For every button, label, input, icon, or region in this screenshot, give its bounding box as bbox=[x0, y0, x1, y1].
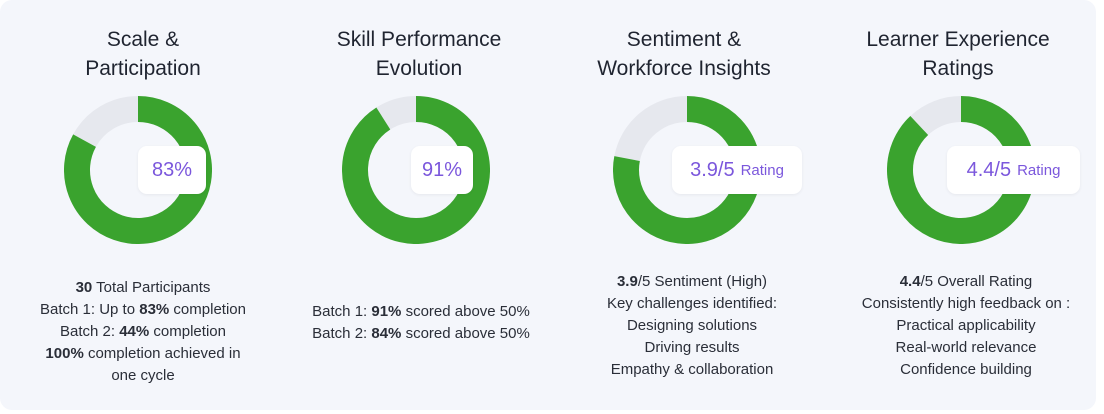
center-value-badge: 4.4/5 Rating bbox=[947, 146, 1080, 194]
center-value-badge: 83% bbox=[138, 146, 206, 194]
description-highlight: 83% bbox=[139, 301, 170, 318]
description-highlight: 30 bbox=[75, 279, 93, 296]
description-line: Empathy & collaboration bbox=[554, 359, 830, 381]
description-text: Practical applicability bbox=[896, 317, 1036, 334]
description-line: Key challenges identified: bbox=[554, 293, 830, 315]
description-text: /5 Sentiment (High) bbox=[637, 273, 768, 290]
card-skill-performance: Skill Performance Evolution 91% Batch 1:… bbox=[283, 0, 559, 410]
description-text: Batch 1: bbox=[312, 303, 372, 320]
description-text: one cycle bbox=[111, 367, 175, 384]
center-value-suffix: Rating bbox=[740, 161, 784, 179]
card-title: Scale & Participation bbox=[85, 28, 201, 80]
description-line: one cycle bbox=[5, 365, 281, 387]
donut-chart bbox=[64, 96, 212, 244]
donut-chart bbox=[342, 96, 490, 244]
donut-track-arc bbox=[376, 96, 417, 130]
description-text: Batch 2: bbox=[60, 323, 120, 340]
description-line: Batch 1: 91% scored above 50% bbox=[283, 301, 559, 323]
donut-value-arc bbox=[887, 96, 1035, 244]
description-text: Real-world relevance bbox=[895, 339, 1037, 356]
description-text: completion bbox=[149, 323, 226, 340]
description-text: Confidence building bbox=[900, 361, 1032, 378]
description-highlight: 3.9 bbox=[616, 273, 638, 290]
card-learner-experience: Learner Experience Ratings 4.4/5 Rating … bbox=[828, 0, 1104, 410]
description-text: Total Participants bbox=[92, 279, 211, 296]
description-text: Empathy & collaboration bbox=[610, 361, 774, 378]
donut-chart bbox=[613, 96, 761, 244]
description-text: completion bbox=[169, 301, 246, 318]
description-line: Batch 1: Up to 83% completion bbox=[5, 299, 281, 321]
description-text: Driving results bbox=[644, 339, 740, 356]
card-scale-participation: Scale & Participation 83% 30 Total Parti… bbox=[5, 0, 281, 410]
center-value: 91% bbox=[421, 158, 463, 181]
donut-svg bbox=[64, 96, 212, 244]
description-text: Designing solutions bbox=[626, 317, 758, 334]
description-line: Practical applicability bbox=[828, 315, 1104, 337]
description-highlight: 4.4 bbox=[899, 273, 921, 290]
center-value: 4.4/5 bbox=[966, 158, 1012, 181]
donut-svg bbox=[887, 96, 1035, 244]
description-text: scored above 50% bbox=[401, 303, 530, 320]
description-line: Driving results bbox=[554, 337, 830, 359]
card-sentiment-insights: Sentiment & Workforce Insights 3.9/5 Rat… bbox=[554, 0, 830, 410]
card-description: Batch 1: 91% scored above 50% Batch 2: 84… bbox=[283, 301, 559, 345]
description-text: /5 Overall Rating bbox=[920, 273, 1033, 290]
description-text: scored above 50% bbox=[401, 325, 530, 342]
description-line: Consistently high feedback on : bbox=[828, 293, 1104, 315]
description-line: Real-world relevance bbox=[828, 337, 1104, 359]
description-text: Consistently high feedback on : bbox=[861, 295, 1071, 312]
description-highlight: 91% bbox=[371, 303, 402, 320]
description-line: Designing solutions bbox=[554, 315, 830, 337]
description-text: Batch 1: Up to bbox=[40, 301, 140, 318]
card-description: 30 Total Participants Batch 1: Up to 83% … bbox=[5, 277, 281, 387]
description-line: Batch 2: 44% completion bbox=[5, 321, 281, 343]
description-highlight: 100% bbox=[45, 345, 84, 362]
donut-value-arc bbox=[613, 96, 761, 244]
description-text: Key challenges identified: bbox=[606, 295, 778, 312]
description-text: completion achieved in bbox=[83, 345, 241, 362]
description-line: Confidence building bbox=[828, 359, 1104, 381]
description-text: Batch 2: bbox=[312, 325, 372, 342]
donut-chart bbox=[887, 96, 1035, 244]
description-highlight: 44% bbox=[119, 323, 150, 340]
description-line: 4.4/5 Overall Rating bbox=[828, 271, 1104, 293]
donut-track-arc bbox=[910, 96, 962, 136]
description-line: Batch 2: 84% scored above 50% bbox=[283, 323, 559, 345]
card-title: Skill Performance Evolution bbox=[336, 28, 502, 80]
center-value: 83% bbox=[151, 158, 193, 181]
card-title: Sentiment & Workforce Insights bbox=[597, 28, 771, 80]
card-description: 3.9/5 Sentiment (High) Key challenges ide… bbox=[554, 271, 830, 381]
card-title: Learner Experience Ratings bbox=[866, 28, 1050, 80]
center-value-badge: 3.9/5 Rating bbox=[672, 146, 802, 194]
description-highlight: 84% bbox=[371, 325, 402, 342]
center-value-badge: 91% bbox=[411, 146, 473, 194]
donut-svg bbox=[613, 96, 761, 244]
description-line: 100% completion achieved in bbox=[5, 343, 281, 365]
donut-track-arc bbox=[614, 96, 688, 162]
center-value: 3.9/5 bbox=[690, 158, 735, 181]
description-line: 30 Total Participants bbox=[5, 277, 281, 299]
card-description: 4.4/5 Overall Rating Consistently high fe… bbox=[828, 271, 1104, 381]
donut-svg bbox=[342, 96, 490, 244]
donut-track-arc bbox=[73, 96, 139, 148]
description-line: 3.9/5 Sentiment (High) bbox=[554, 271, 830, 293]
donut-value-arc bbox=[342, 96, 490, 244]
donut-value-arc bbox=[64, 96, 212, 244]
center-value-suffix: Rating bbox=[1017, 161, 1061, 179]
